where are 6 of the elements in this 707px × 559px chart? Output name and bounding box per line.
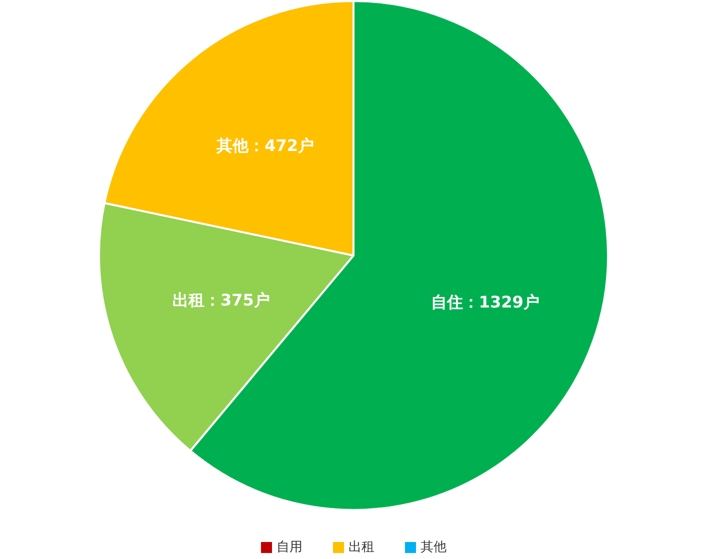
slice-label: 自住：1329户 (430, 292, 540, 312)
category-label: 出租 (348, 539, 374, 556)
category-label: 自用 (276, 539, 302, 556)
slice-label: 出租：375户 (172, 290, 270, 310)
category-label: 其他 (420, 539, 446, 556)
slice-label: 其他：472户 (216, 136, 314, 155)
